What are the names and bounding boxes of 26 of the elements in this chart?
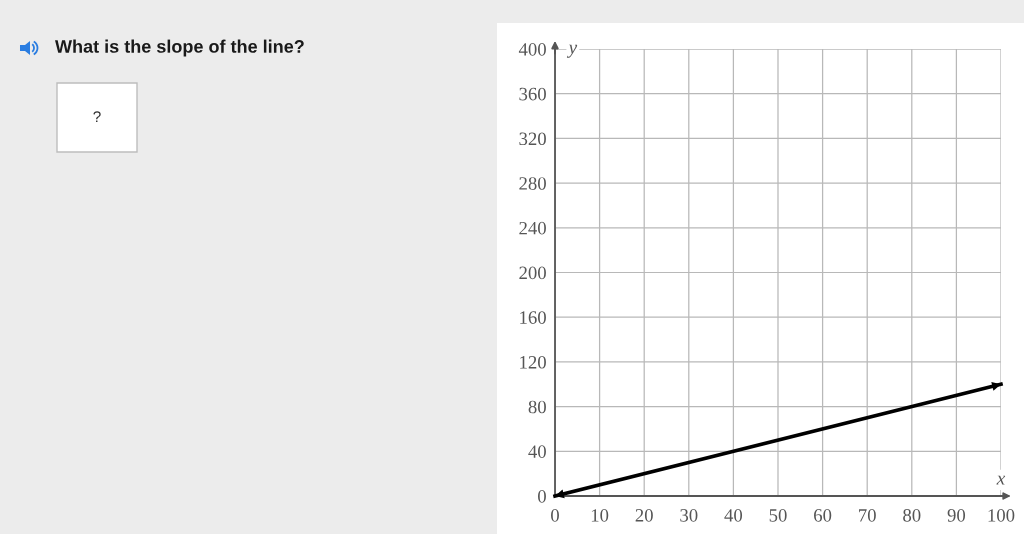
y-tick-label: 120 bbox=[520, 355, 546, 369]
text: ? bbox=[93, 111, 101, 122]
y-tick-label: 80 bbox=[528, 400, 546, 414]
x-tick-label: 50 bbox=[769, 509, 787, 522]
x-tick-label: 20 bbox=[635, 509, 653, 522]
y-axis-title: y bbox=[566, 44, 578, 58]
x-tick-label: 80 bbox=[903, 509, 921, 522]
x-tick-label: 60 bbox=[814, 509, 832, 522]
y-tick-label: 200 bbox=[519, 266, 546, 280]
x-axis-title: x bbox=[996, 475, 1006, 485]
y-tick-label: 160 bbox=[520, 311, 546, 324]
text: What is the slope of the line? bbox=[55, 39, 304, 57]
x-tick-label: 10 bbox=[591, 509, 609, 522]
x-tick-label: 70 bbox=[859, 509, 876, 522]
y-tick-label: 40 bbox=[528, 445, 546, 458]
x-tick-label: 40 bbox=[724, 509, 743, 522]
x-tick-label: 100 bbox=[988, 509, 1015, 522]
y-tick-label: 400 bbox=[518, 43, 546, 56]
y-tick-label: 360 bbox=[519, 87, 546, 101]
x-tick-label: 30 bbox=[680, 509, 698, 522]
y-tick-label: 240 bbox=[519, 221, 546, 235]
y-tick-label: 320 bbox=[519, 132, 546, 146]
x-tick-label: 0 bbox=[551, 509, 559, 522]
y-tick-label: 0 bbox=[538, 490, 546, 503]
y-tick-label: 280 bbox=[519, 177, 546, 190]
x-tick-label: 90 bbox=[947, 509, 966, 522]
